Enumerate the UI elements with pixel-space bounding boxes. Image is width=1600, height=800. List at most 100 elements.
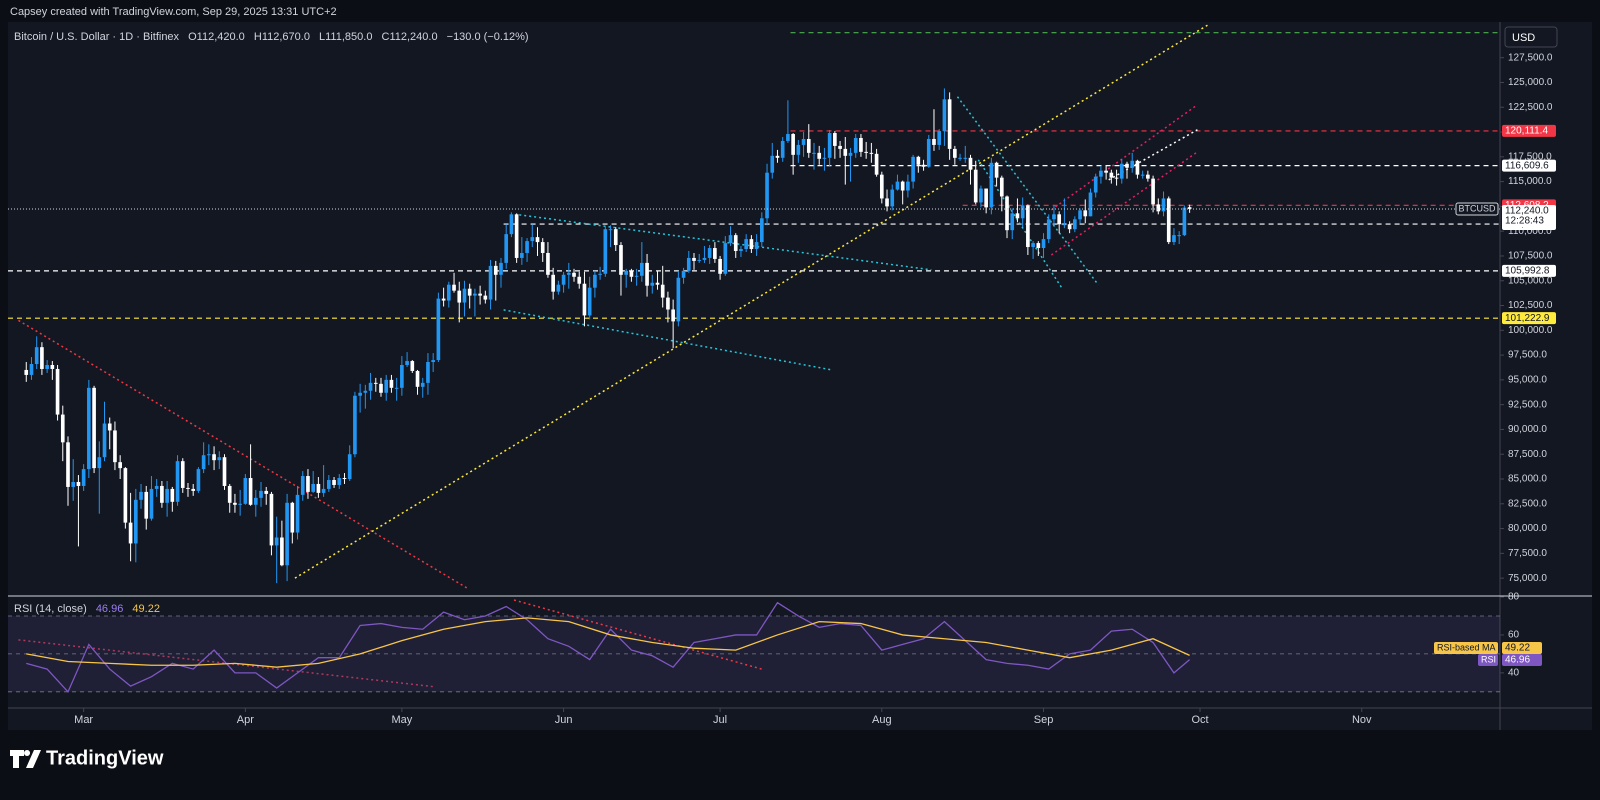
candle-body [133, 499, 138, 544]
candle-body [233, 502, 237, 505]
candle-body [1151, 178, 1155, 205]
candle-body [431, 360, 435, 363]
candle-body [50, 365, 55, 369]
candle-body [107, 423, 112, 431]
y-tick-label: 115,000.0 [1508, 176, 1552, 187]
candle-body [806, 138, 811, 153]
candle-body [1119, 163, 1124, 179]
candle-body [327, 480, 331, 489]
candle-body [1166, 198, 1171, 243]
candle-body [415, 370, 420, 387]
candle-body [66, 442, 70, 487]
candle-body [1041, 239, 1046, 249]
rsi-pane [8, 599, 1500, 694]
candle-body [243, 478, 248, 504]
currency[interactable]: USD [1512, 32, 1535, 44]
candle-body [765, 172, 769, 219]
candle-body [843, 148, 848, 156]
candle-body [1187, 207, 1192, 209]
candle-body [1026, 205, 1030, 248]
candle-body [1078, 210, 1082, 220]
candle-body [1088, 192, 1093, 217]
candle-body [462, 288, 467, 303]
candle-body [1062, 224, 1067, 226]
symbol-title: Bitcoin / U.S. Dollar · 1D · Bitfinex [14, 31, 180, 43]
level-label-box [1502, 264, 1556, 277]
rsi-tag-name: RSI-based MA [1437, 642, 1496, 652]
candle-body [40, 347, 44, 369]
candle-body [311, 483, 316, 492]
candle-body [353, 395, 357, 455]
candle-body [81, 469, 86, 486]
candle-body [290, 502, 295, 533]
level-label: 116,609.6 [1505, 160, 1549, 171]
candle-body [733, 235, 738, 252]
candle-body [217, 457, 222, 461]
x-tick-label: Mar [74, 714, 93, 726]
candle-body [775, 155, 780, 158]
candle-body [921, 164, 926, 167]
candle-body [394, 387, 399, 389]
candle-body [1156, 204, 1161, 212]
candle-body [128, 522, 133, 544]
candle-body [212, 454, 216, 461]
candle-body [692, 257, 696, 261]
candle-body [102, 423, 107, 458]
candle-body [546, 252, 550, 275]
level-label: 101,222.9 [1505, 313, 1550, 324]
candle-body [227, 485, 232, 503]
currency-button[interactable] [1504, 26, 1558, 48]
candle-body [441, 298, 446, 301]
candle-body [306, 476, 310, 492]
candle-body [400, 365, 404, 388]
candle-body [160, 485, 164, 503]
rsi-line [26, 617, 1190, 668]
candle-body [890, 189, 895, 207]
candle-body [452, 284, 456, 291]
candle-body [859, 137, 863, 152]
candle-body [947, 99, 952, 149]
candle-body [285, 502, 289, 566]
candle-body [1114, 177, 1119, 179]
candle-body [906, 181, 910, 191]
candle-body [405, 361, 409, 366]
symbol-tag-box [1455, 202, 1499, 216]
candle-body [770, 155, 775, 173]
candle-body [76, 481, 81, 486]
candle-body [1083, 210, 1088, 217]
candle-body [728, 235, 733, 244]
candle-body [60, 414, 65, 443]
candle-body [718, 258, 722, 274]
candle-body [723, 243, 728, 274]
candle-body [321, 488, 326, 493]
rsi-value-box [1502, 642, 1542, 654]
candle-body [1015, 213, 1020, 219]
candle-body [535, 237, 540, 243]
candle-body [598, 273, 602, 275]
candle-body [671, 309, 675, 322]
candle-body [363, 390, 368, 393]
trend-line [519, 214, 932, 271]
candle-body [113, 430, 117, 463]
candle-body [222, 457, 227, 486]
candle-body [457, 290, 462, 303]
y-tick-label: 85,000.0 [1508, 474, 1547, 485]
candle-body [603, 229, 608, 274]
rsi-tag-box [1478, 654, 1498, 666]
candle-body [822, 157, 827, 159]
x-tick-label: Sep [1034, 714, 1054, 726]
candle-body [186, 487, 190, 489]
candle-body [968, 157, 973, 170]
candle-body [895, 181, 900, 190]
candle-body [1020, 205, 1025, 219]
candle-body [551, 274, 555, 292]
x-tick-label: Nov [1352, 714, 1372, 726]
x-tick-label: May [391, 714, 412, 726]
candle-body [420, 382, 425, 387]
x-tick-label: Apr [237, 714, 254, 726]
candle-body [697, 259, 702, 261]
candle-body [29, 364, 34, 375]
candle-body [368, 382, 373, 391]
candle-body [650, 282, 655, 286]
candle-body [478, 293, 482, 296]
